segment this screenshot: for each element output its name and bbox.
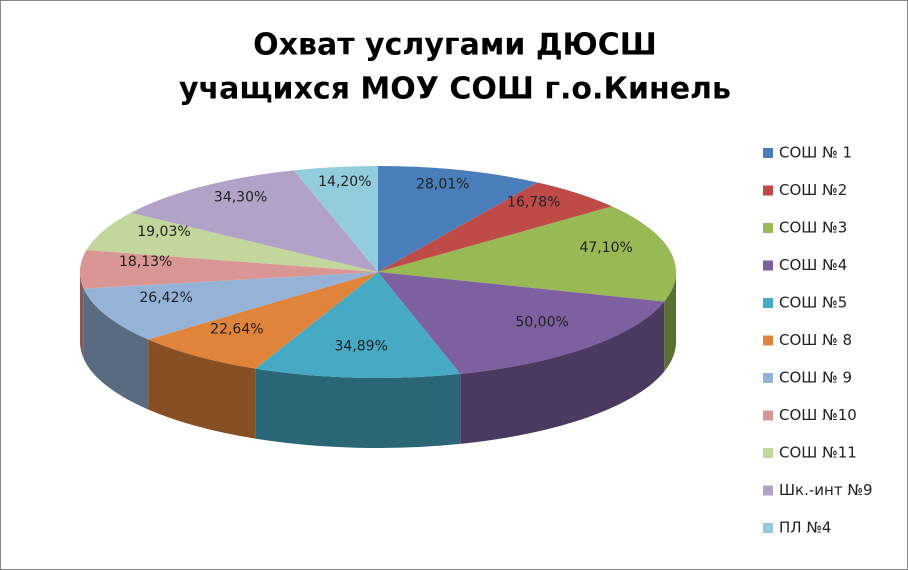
legend-label: СОШ №4 — [779, 256, 847, 274]
data-label: 19,03% — [137, 224, 190, 240]
slice — [83, 272, 378, 340]
slice — [378, 272, 665, 374]
data-label: 26,42% — [139, 290, 192, 306]
legend-swatch — [763, 448, 773, 458]
data-label: 18,13% — [119, 254, 172, 270]
legend-swatch — [763, 523, 773, 533]
chart-title: Охват услугами ДЮСШ — [253, 28, 657, 63]
slice-side — [664, 272, 676, 372]
data-label: 22,64% — [210, 322, 263, 338]
legend-swatch — [763, 485, 773, 496]
legend-label: СОШ №3 — [779, 219, 847, 237]
slice — [293, 166, 378, 272]
legend-label: СОШ №2 — [779, 181, 847, 199]
slice — [86, 212, 378, 272]
slice — [378, 206, 676, 302]
data-label: 28,01% — [416, 177, 469, 193]
slice — [130, 170, 378, 272]
slice — [255, 272, 461, 379]
legend-label: СОШ № 8 — [779, 331, 852, 349]
data-label: 47,10% — [579, 240, 632, 256]
data-label: 16,78% — [507, 195, 560, 211]
chart-title: учащихся МОУ СОШ г.о.Кинель — [179, 72, 731, 107]
legend-label: СОШ №11 — [779, 444, 857, 462]
legend-swatch — [763, 185, 773, 196]
slice — [79, 250, 378, 289]
legend-label: СОШ №5 — [779, 294, 847, 312]
data-label: 34,30% — [214, 189, 267, 205]
legend-swatch — [763, 223, 773, 233]
slice-side — [80, 272, 84, 359]
slice-side — [148, 339, 256, 439]
slice-side — [255, 368, 461, 449]
legend-label: СОШ № 1 — [779, 144, 852, 162]
slice-side — [460, 301, 665, 444]
legend-label: СОШ № 9 — [779, 369, 852, 387]
legend-swatch — [763, 298, 773, 308]
legend-label: ПЛ №4 — [779, 519, 831, 537]
legend-swatch — [763, 410, 773, 421]
data-label: 50,00% — [515, 315, 568, 331]
legend-label: СОШ №10 — [779, 406, 857, 424]
slice — [378, 182, 613, 272]
legend-swatch — [763, 260, 773, 271]
data-label: 14,20% — [318, 174, 371, 190]
legend-swatch — [763, 148, 773, 158]
slice-side — [83, 288, 149, 410]
legend-swatch — [763, 373, 773, 383]
legend-swatch — [763, 335, 773, 346]
slice — [378, 166, 538, 272]
data-label: 34,89% — [335, 338, 388, 354]
slice — [148, 272, 378, 369]
legend-label: Шк.-инт №9 — [779, 481, 873, 499]
